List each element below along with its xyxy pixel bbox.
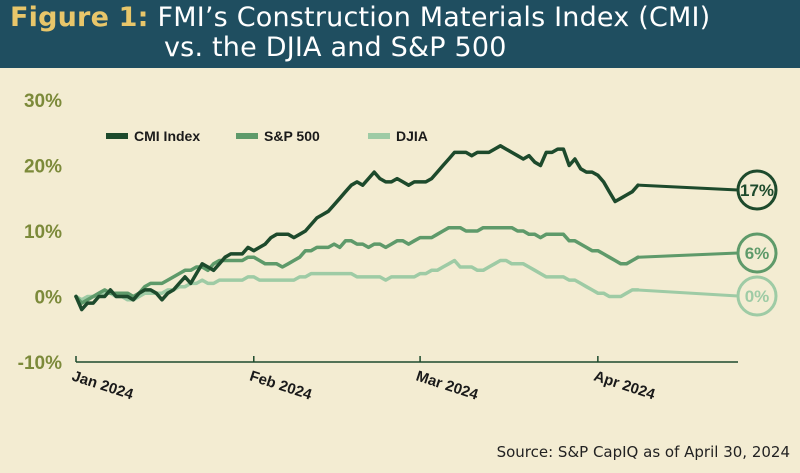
y-tick-label: 30%	[24, 91, 62, 112]
line-chart: -10% 0% 10% 20% 30% Jan 2024 Feb 2024 Mar 2024…	[18, 91, 778, 404]
end-label-circle	[736, 275, 778, 317]
x-axis: Jan 2024 Feb 2024 Mar 2024 Apr 2024	[70, 356, 738, 404]
title-line-2: vs. the DJIA and S&P 500	[164, 32, 507, 63]
y-tick-label: 10%	[24, 222, 62, 243]
y-axis: -10% 0% 10% 20% 30%	[18, 91, 62, 374]
chart-area: -10% 0% 10% 20% 30% Jan 2024 Feb 2024 Mar 2024…	[0, 68, 800, 468]
legend: CMI Index S&P 500 DJIA	[106, 128, 428, 144]
end-label-connector	[637, 288, 739, 298]
legend-label: DJIA	[396, 128, 428, 144]
legend-label: CMI Index	[134, 128, 200, 144]
end-label-circle	[736, 169, 778, 211]
y-tick-label: -10%	[18, 353, 62, 374]
x-tick-label: Jan 2024	[70, 368, 136, 404]
legend-label: S&P 500	[264, 128, 320, 144]
end-label-connector	[637, 183, 739, 192]
end-label-circle	[736, 232, 778, 274]
figure-label: Figure 1:	[10, 2, 149, 33]
end-label-value: 0%	[745, 287, 770, 306]
end-label-value: 6%	[745, 244, 770, 263]
x-tick-label: Feb 2024	[248, 368, 315, 404]
y-tick-label: 20%	[24, 157, 62, 178]
end-label-connector	[637, 251, 739, 259]
y-tick-label: 0%	[35, 288, 63, 309]
series-lines	[74, 144, 640, 312]
series-line	[74, 225, 640, 305]
series-line	[74, 258, 640, 302]
x-tick-label: Apr 2024	[592, 368, 658, 404]
source-note: Source: S&P CapIQ as of April 30, 2024	[496, 443, 790, 461]
figure-title: FMI’s Construction Materials Index (CMI)	[157, 2, 711, 33]
figure-header: Figure 1: FMI’s Construction Materials I…	[0, 0, 800, 68]
x-tick-label: Mar 2024	[414, 368, 481, 404]
title-line-1: Figure 1: FMI’s Construction Materials I…	[10, 3, 710, 33]
series-line	[74, 144, 640, 312]
end-labels: 17% 6% 0%	[637, 169, 778, 317]
end-label-value: 17%	[740, 181, 774, 200]
